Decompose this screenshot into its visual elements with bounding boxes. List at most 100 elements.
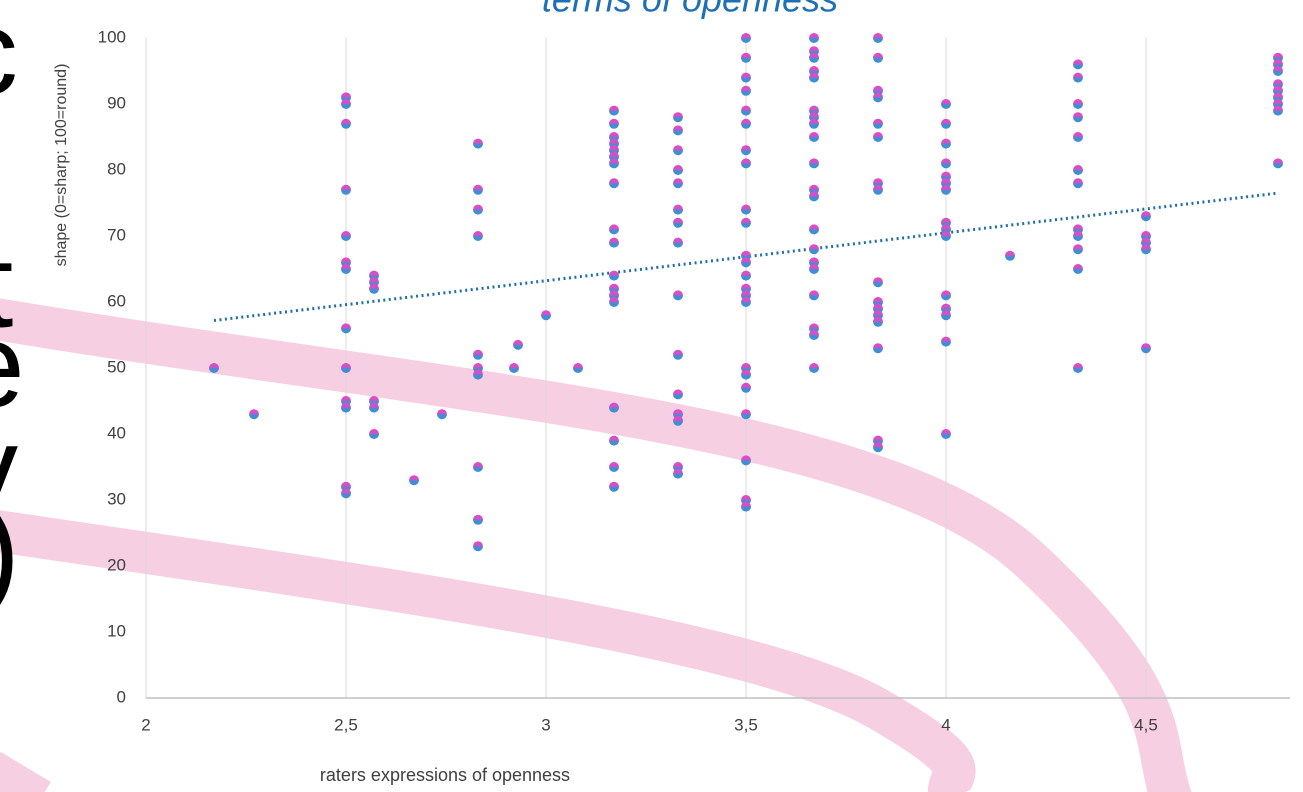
point: [673, 125, 683, 135]
point: [873, 33, 883, 43]
point: [609, 271, 619, 281]
point: [873, 185, 883, 195]
point: [1073, 165, 1083, 175]
point: [409, 475, 419, 485]
point: [1005, 251, 1015, 261]
point: [609, 238, 619, 248]
point: [809, 33, 819, 43]
y-tick-label: 90: [107, 93, 126, 112]
point: [473, 205, 483, 215]
point: [741, 145, 751, 155]
point: [209, 363, 219, 373]
y-tick-label: 20: [107, 555, 126, 574]
cut-text: ): [0, 484, 20, 618]
point: [609, 436, 619, 446]
point: [673, 416, 683, 426]
point: [941, 158, 951, 168]
point: [741, 297, 751, 307]
point: [941, 99, 951, 109]
point: [1073, 178, 1083, 188]
point: [509, 363, 519, 373]
point: [609, 482, 619, 492]
point: [1073, 73, 1083, 83]
point: [541, 310, 551, 320]
point: [369, 429, 379, 439]
point: [873, 343, 883, 353]
point: [809, 330, 819, 340]
point: [741, 370, 751, 380]
point: [341, 264, 351, 274]
point: [741, 205, 751, 215]
y-tick-label: 0: [117, 687, 126, 706]
point: [741, 455, 751, 465]
point: [673, 290, 683, 300]
point: [473, 462, 483, 472]
point: [609, 158, 619, 168]
point: [1141, 343, 1151, 353]
point: [741, 257, 751, 267]
point: [609, 403, 619, 413]
y-tick-label: 40: [107, 423, 126, 442]
point: [941, 310, 951, 320]
point: [741, 106, 751, 116]
chart: terms of openness shape (0=sharp; 100=ro…: [0, 0, 1303, 792]
point: [673, 205, 683, 215]
point: [473, 139, 483, 149]
point: [1141, 244, 1151, 254]
point: [741, 53, 751, 63]
point: [673, 178, 683, 188]
point: [1273, 106, 1283, 116]
point: [741, 86, 751, 96]
point: [809, 191, 819, 201]
point: [741, 218, 751, 228]
point: [741, 158, 751, 168]
decoration: [0, 318, 1172, 792]
point: [873, 92, 883, 102]
point: [473, 185, 483, 195]
x-axis-label: raters expressions of openness: [320, 765, 570, 785]
point: [1273, 66, 1283, 76]
point: [941, 231, 951, 241]
y-tick-label: 60: [107, 291, 126, 310]
point: [741, 409, 751, 419]
point: [341, 119, 351, 129]
point: [809, 264, 819, 274]
point: [741, 73, 751, 83]
point: [1073, 244, 1083, 254]
point: [673, 112, 683, 122]
point: [609, 119, 619, 129]
point: [741, 383, 751, 393]
point: [473, 370, 483, 380]
point: [941, 185, 951, 195]
point: [1073, 231, 1083, 241]
point: [341, 403, 351, 413]
point: [809, 290, 819, 300]
point: [473, 231, 483, 241]
point: [673, 350, 683, 360]
point: [673, 145, 683, 155]
y-tick-label: 50: [107, 357, 126, 376]
point: [341, 363, 351, 373]
point: [673, 165, 683, 175]
point: [809, 132, 819, 142]
x-tick-label: 4,5: [1134, 715, 1158, 734]
point: [873, 442, 883, 452]
point: [809, 53, 819, 63]
point: [341, 488, 351, 498]
cut-text: c: [0, 0, 18, 120]
page: {"chart_data": {"type": "scatter", "titl…: [0, 0, 1303, 792]
point: [809, 119, 819, 129]
point: [809, 73, 819, 83]
point: [1073, 264, 1083, 274]
point: [809, 244, 819, 254]
point: [369, 403, 379, 413]
point: [513, 340, 523, 350]
point: [673, 218, 683, 228]
point: [741, 502, 751, 512]
point: [1073, 99, 1083, 109]
point: [341, 99, 351, 109]
point: [873, 277, 883, 287]
point: [573, 363, 583, 373]
point: [941, 119, 951, 129]
point: [741, 119, 751, 129]
